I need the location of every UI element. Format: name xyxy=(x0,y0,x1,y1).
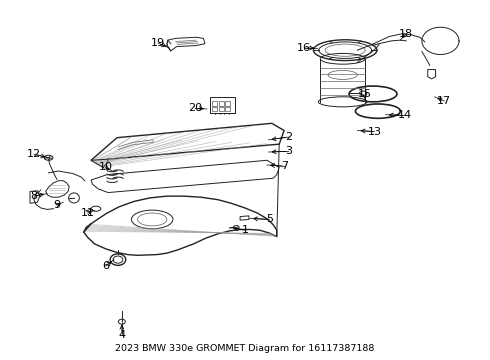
Text: 4: 4 xyxy=(118,330,125,340)
Text: 10: 10 xyxy=(99,162,113,172)
Text: 11: 11 xyxy=(81,208,95,218)
Text: 19: 19 xyxy=(151,38,165,48)
Text: 20: 20 xyxy=(188,103,202,113)
Text: 15: 15 xyxy=(358,89,372,99)
Text: 5: 5 xyxy=(266,215,273,224)
Text: 13: 13 xyxy=(368,127,382,136)
Text: 18: 18 xyxy=(399,29,413,39)
Text: 2023 BMW 330e GROMMET Diagram for 16117387188: 2023 BMW 330e GROMMET Diagram for 161173… xyxy=(115,344,375,353)
Text: 1: 1 xyxy=(242,225,248,235)
Text: 6: 6 xyxy=(102,261,109,271)
Text: 9: 9 xyxy=(53,200,60,210)
Text: 8: 8 xyxy=(30,191,37,201)
Text: 12: 12 xyxy=(27,149,41,159)
Text: 17: 17 xyxy=(437,96,451,106)
Text: 14: 14 xyxy=(398,111,412,121)
Text: 2: 2 xyxy=(285,132,293,142)
Text: 7: 7 xyxy=(281,161,289,171)
Text: 16: 16 xyxy=(296,43,311,53)
Text: 3: 3 xyxy=(286,146,293,156)
